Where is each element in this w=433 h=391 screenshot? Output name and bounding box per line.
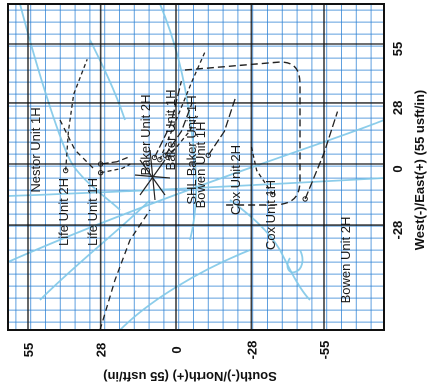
pad-boundary-dashed xyxy=(184,61,301,206)
well-surface-marker xyxy=(151,154,158,161)
well-surface-marker xyxy=(302,196,308,202)
light-trace-4 xyxy=(39,199,151,301)
well-path xyxy=(207,98,236,156)
well-label: Nestor Unit 1H xyxy=(28,107,43,192)
light-trace-0 xyxy=(19,3,121,211)
x-axis-title: South(-)/North(+) (55 usft/in) xyxy=(103,369,277,384)
well-label: Bowen Unit 2H xyxy=(338,217,353,304)
well-path xyxy=(153,80,183,158)
well-label: Cox Unit 1H xyxy=(263,180,278,250)
light-trace-1 xyxy=(7,119,385,263)
light-trace-5 xyxy=(229,199,311,301)
well-surface-marker xyxy=(157,156,163,163)
y-tick-label: 55 xyxy=(390,42,405,56)
tick-labels: 55 28 0 -28 -55 55 28 0 -28 xyxy=(21,42,405,360)
y-tick-label: 28 xyxy=(390,101,405,115)
light-trace-7 xyxy=(286,249,304,274)
well-label: SHL Baker Unit 1H xyxy=(184,95,199,204)
well-surface-marker xyxy=(165,154,171,161)
well-path xyxy=(159,50,207,160)
axis-titles: South(-)/North(+) (55 usft/in) West(-)/E… xyxy=(103,90,427,384)
y-tick-label: 0 xyxy=(390,165,405,172)
x-tick-label: -28 xyxy=(244,341,259,360)
well-label: Baker Unit 1H xyxy=(163,90,178,171)
x-tick-label: 0 xyxy=(169,346,184,353)
pad-cluster-line xyxy=(149,149,156,201)
well-surface-marker xyxy=(62,167,69,174)
boundary-dashed-left xyxy=(59,119,96,171)
well-surface-marker xyxy=(270,191,276,198)
light-trace-8 xyxy=(89,39,126,121)
well-labels: Nestor Unit 1H Life Unit 2H Life Unit 1H Ba… xyxy=(28,90,353,304)
axes xyxy=(7,3,385,331)
well-path xyxy=(250,146,274,195)
y-tick-label: -28 xyxy=(390,221,405,240)
plot-frame xyxy=(7,3,385,331)
well-label: Baker Unit 2H xyxy=(138,95,153,176)
light-trace-6 xyxy=(119,249,251,331)
well-traces xyxy=(7,3,385,331)
light-trace-2 xyxy=(7,177,385,197)
x-tick-label: -55 xyxy=(317,341,332,360)
well-path xyxy=(167,115,199,158)
well-surface-marker xyxy=(205,152,211,158)
x-tick-label: 55 xyxy=(21,343,36,357)
well-path xyxy=(65,59,88,171)
light-trace-3 xyxy=(159,3,197,241)
well-path xyxy=(100,163,131,174)
well-path xyxy=(164,102,193,156)
well-label: Life Unit 1H xyxy=(85,178,100,246)
y-axis-title: West(-)/East(+) (55 usft/in) xyxy=(412,90,427,250)
x-tick-label: 28 xyxy=(94,343,109,357)
pad-cluster-line xyxy=(134,174,171,179)
well-label: Bowen Unit 1H xyxy=(193,122,208,209)
well-label: Life Unit 2H xyxy=(56,178,71,246)
well-label: Cox Unit 2H xyxy=(228,145,243,215)
